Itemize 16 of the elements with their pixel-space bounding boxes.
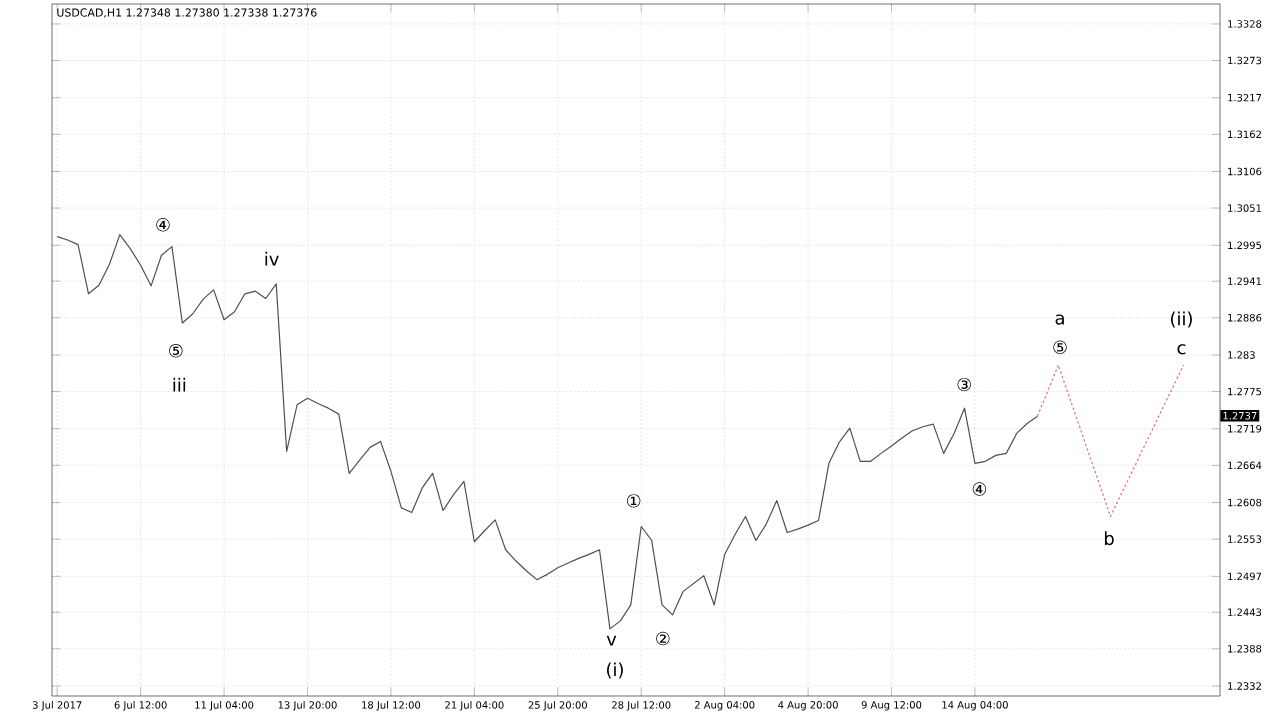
annotation: (ii) xyxy=(1171,311,1192,328)
annotation: ① xyxy=(626,494,641,508)
annotation: ⑤ xyxy=(169,343,183,358)
annotation: ④ xyxy=(972,482,987,496)
annotation: ② xyxy=(656,631,670,646)
annotation: iii xyxy=(173,377,186,392)
annotation: ⑤ xyxy=(1053,340,1067,354)
annotation: iv xyxy=(265,251,279,266)
annotation: c xyxy=(1177,344,1186,355)
line-series xyxy=(1036,364,1185,518)
annotation: b xyxy=(1104,531,1114,546)
annotation: ③ xyxy=(957,377,971,392)
annotation: ④ xyxy=(156,218,170,232)
annotation: v xyxy=(606,635,617,646)
annotation: a xyxy=(1055,314,1064,325)
annotation: (i) xyxy=(607,662,623,679)
